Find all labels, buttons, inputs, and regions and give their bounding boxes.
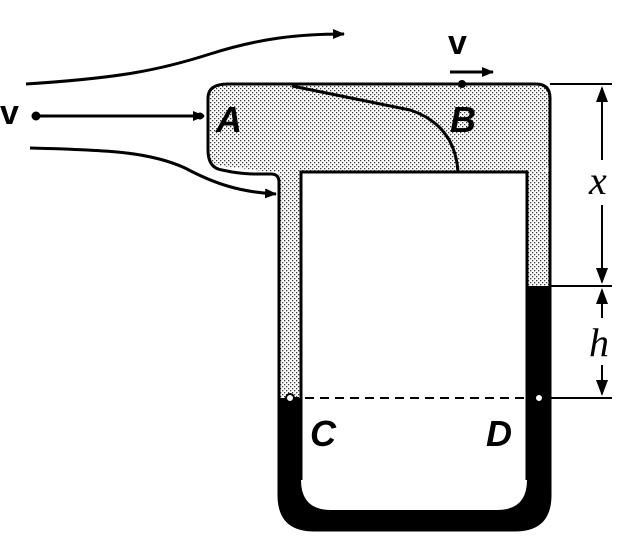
head-inner-curve	[291, 84, 460, 173]
label-dim-h: h	[589, 320, 609, 365]
tube-head-left-outline	[206, 82, 257, 176]
label-point-c: C	[310, 413, 337, 454]
label-dim-x: x	[588, 158, 607, 203]
point-d-marker	[534, 393, 544, 403]
label-point-d: D	[486, 413, 512, 454]
point-a-dot	[196, 112, 204, 120]
streamline-top	[25, 29, 345, 86]
streamline-bottom	[29, 146, 277, 199]
label-point-b: B	[450, 99, 476, 140]
dim-x-arrow-up	[596, 86, 608, 102]
stippled-fluid	[208, 84, 550, 172]
point-b-dot	[458, 80, 466, 88]
dim-h-arrow-down	[596, 380, 608, 396]
right-arm-fluid	[527, 172, 550, 286]
streamline-origin-dot	[31, 111, 41, 121]
dim-x-arrow-down	[596, 268, 608, 284]
label-velocity-top: v	[448, 24, 467, 62]
tube-outer-outline	[228, 82, 552, 532]
label-point-a: A	[215, 99, 242, 140]
point-c-marker	[285, 393, 295, 403]
label-velocity-left: v	[0, 94, 19, 132]
tube-inner-outline	[299, 170, 529, 480]
dim-h-arrow-up	[596, 288, 608, 304]
manometer-liquid	[279, 286, 550, 530]
left-arm-fluid	[279, 172, 301, 398]
